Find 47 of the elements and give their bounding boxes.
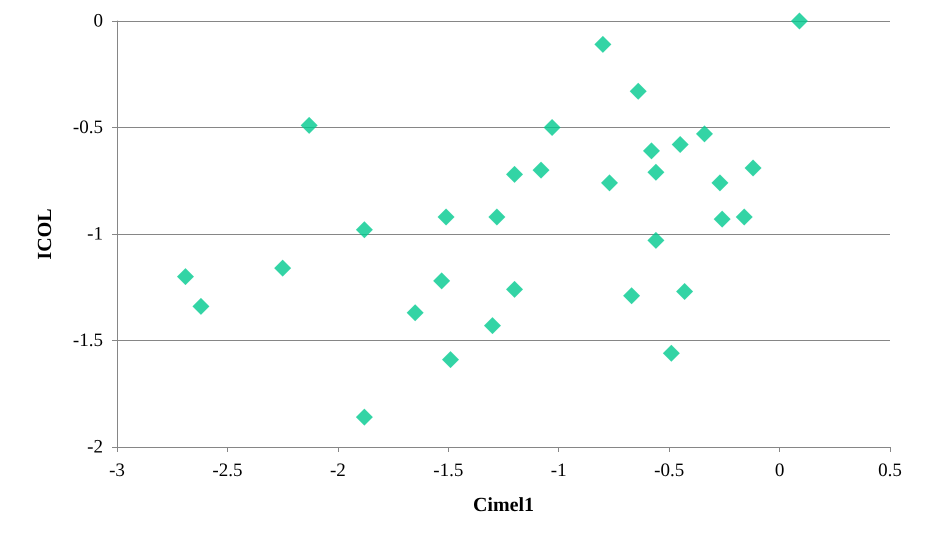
point	[300, 116, 318, 134]
point	[647, 232, 664, 249]
x-tick-label: 0	[774, 460, 784, 481]
point	[274, 260, 292, 277]
point	[790, 12, 808, 30]
y-tick-label: -1.5	[72, 330, 103, 351]
y-tick-label: 0	[94, 10, 103, 32]
point	[647, 164, 664, 181]
point	[676, 283, 694, 300]
point	[623, 287, 640, 304]
point	[594, 36, 612, 53]
point	[192, 298, 210, 315]
point	[601, 174, 618, 192]
point	[506, 280, 524, 298]
point	[438, 208, 455, 226]
x-tick-label: -2	[330, 460, 346, 481]
point	[433, 272, 450, 290]
point	[630, 82, 647, 100]
point	[642, 142, 660, 160]
point	[356, 221, 373, 238]
point	[696, 125, 713, 142]
point	[714, 210, 731, 228]
x-tick-label: -3	[109, 460, 125, 481]
point	[711, 174, 728, 192]
point	[484, 317, 501, 334]
point	[506, 166, 524, 183]
point	[406, 304, 424, 322]
point	[744, 159, 762, 176]
x-axis-title: Cimel1	[472, 494, 534, 516]
y-tick-label: -0.5	[72, 117, 103, 138]
y-axis-title: ICOL	[34, 208, 56, 260]
point	[662, 344, 680, 362]
point	[176, 268, 194, 286]
x-tick-label: -1.5	[433, 460, 464, 481]
x-tick-label: -1	[550, 460, 567, 481]
x-tick-label: -0.5	[654, 460, 684, 481]
point	[532, 162, 550, 179]
point	[672, 136, 689, 154]
point	[736, 208, 753, 226]
point	[356, 408, 373, 426]
x-tick-label: -2.5	[212, 460, 242, 481]
x-tick-label: 0.5	[878, 460, 902, 481]
point	[488, 208, 506, 226]
point	[442, 351, 459, 368]
y-tick-label: -2	[87, 436, 103, 458]
point	[544, 119, 561, 136]
y-tick-label: -1	[87, 224, 103, 244]
